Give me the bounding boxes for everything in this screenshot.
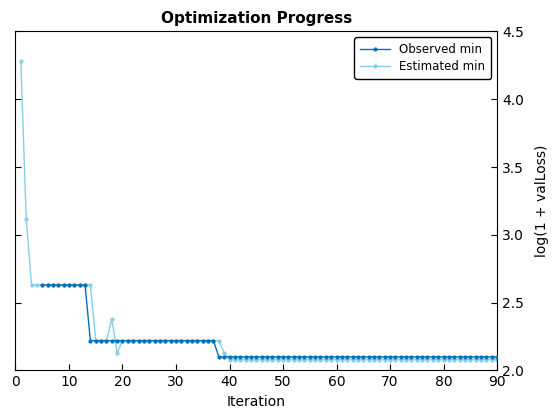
Estimated min [478, 357, 484, 362]
Estimated min [17, 59, 24, 64]
Y-axis label: log(1 + valLoss): log(1 + valLoss) [535, 145, 549, 257]
Estimated min [162, 338, 169, 343]
Observed min [87, 338, 94, 343]
Observed min [39, 283, 45, 288]
Observed min [50, 283, 57, 288]
Observed min [264, 354, 270, 360]
Line: Observed min: Observed min [39, 282, 500, 360]
Legend: Observed min, Estimated min: Observed min, Estimated min [354, 37, 491, 79]
Observed min [392, 354, 399, 360]
Estimated min [494, 357, 501, 362]
Estimated min [82, 283, 88, 288]
X-axis label: Iteration: Iteration [227, 395, 286, 409]
Estimated min [226, 357, 233, 362]
Observed min [216, 354, 222, 360]
Observed min [430, 354, 436, 360]
Line: Estimated min: Estimated min [18, 58, 500, 362]
Estimated min [354, 357, 361, 362]
Estimated min [430, 357, 436, 362]
Estimated min [419, 357, 426, 362]
Observed min [494, 354, 501, 360]
Title: Optimization Progress: Optimization Progress [161, 11, 352, 26]
Observed min [60, 283, 67, 288]
